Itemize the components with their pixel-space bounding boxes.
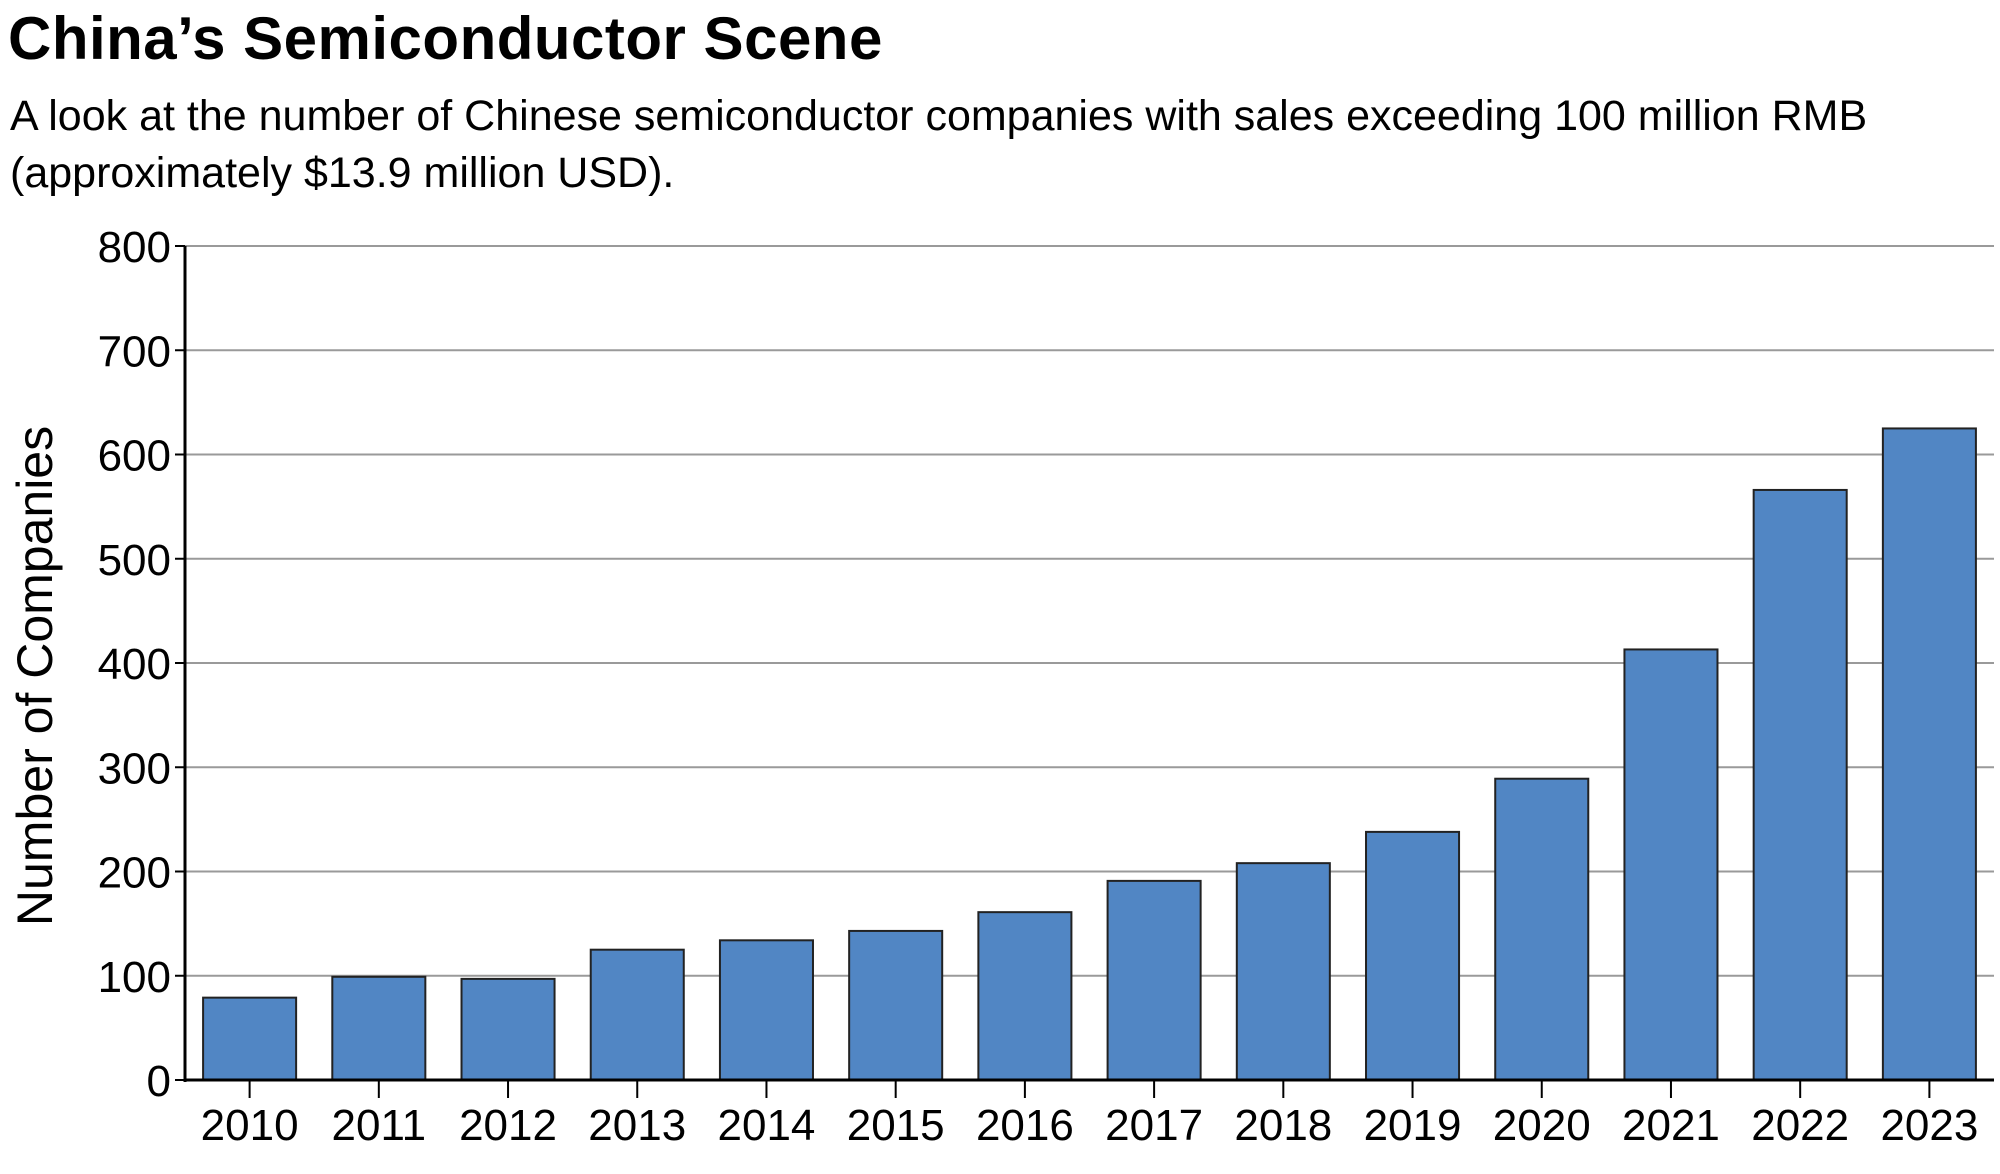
bar-2014 bbox=[718, 939, 814, 1081]
bar-2010 bbox=[202, 996, 298, 1082]
x-tick-label: 2020 bbox=[1493, 1101, 1591, 1150]
x-tick-label: 2018 bbox=[1234, 1101, 1332, 1150]
y-tick-label: 400 bbox=[98, 640, 171, 689]
y-tick-label: 300 bbox=[98, 744, 171, 793]
y-tick-label: 600 bbox=[98, 432, 171, 481]
x-tick-label: 2011 bbox=[332, 1101, 427, 1150]
gridlines bbox=[185, 245, 1994, 977]
y-tick-label: 800 bbox=[98, 223, 171, 272]
y-tick-label: 500 bbox=[98, 536, 171, 585]
y-tick-label: 100 bbox=[98, 953, 171, 1002]
bar-2011 bbox=[331, 975, 427, 1081]
x-tick-label: 2023 bbox=[1880, 1101, 1978, 1150]
bar-2015 bbox=[848, 929, 944, 1081]
x-tick-label: 2017 bbox=[1105, 1101, 1203, 1150]
bar-2019 bbox=[1365, 830, 1461, 1082]
chart-title: China’s Semiconductor Scene bbox=[8, 5, 883, 72]
y-tick-label: 0 bbox=[147, 1057, 171, 1106]
bar-2018 bbox=[1235, 862, 1331, 1081]
bar-2023 bbox=[1881, 427, 1977, 1081]
chart-subtitle: A look at the number of Chinese semicond… bbox=[10, 92, 1868, 197]
y-axis-label: Number of Companies bbox=[7, 426, 63, 926]
x-tick-label: 2015 bbox=[847, 1101, 945, 1150]
bars bbox=[202, 427, 1977, 1082]
y-tick-label: 200 bbox=[98, 849, 171, 898]
bar-2016 bbox=[977, 911, 1073, 1081]
x-tick-label: 2022 bbox=[1751, 1101, 1849, 1150]
y-tick-labels: 0 100 200 300 400 500 600 700 800 bbox=[98, 223, 171, 1106]
bar-2020 bbox=[1494, 777, 1590, 1082]
bar-2021 bbox=[1623, 648, 1719, 1081]
bar-2022 bbox=[1752, 488, 1848, 1081]
axes bbox=[175, 245, 1994, 1098]
x-tick-label: 2010 bbox=[201, 1101, 299, 1150]
bar-2017 bbox=[1106, 879, 1202, 1081]
x-tick-labels: 2010 2011 2012 2013 2014 2015 2016 2017 2018 2019… bbox=[201, 1101, 1979, 1150]
bar-2012 bbox=[460, 977, 556, 1081]
x-tick-label: 2021 bbox=[1622, 1101, 1720, 1150]
x-tick-label: 2016 bbox=[976, 1101, 1074, 1150]
x-tick-label: 2014 bbox=[718, 1101, 816, 1150]
x-tick-label: 2019 bbox=[1364, 1101, 1462, 1150]
y-tick-label: 700 bbox=[98, 327, 171, 376]
x-tick-label: 2012 bbox=[459, 1101, 557, 1150]
bar-2013 bbox=[589, 948, 685, 1081]
x-tick-label: 2013 bbox=[588, 1101, 686, 1150]
